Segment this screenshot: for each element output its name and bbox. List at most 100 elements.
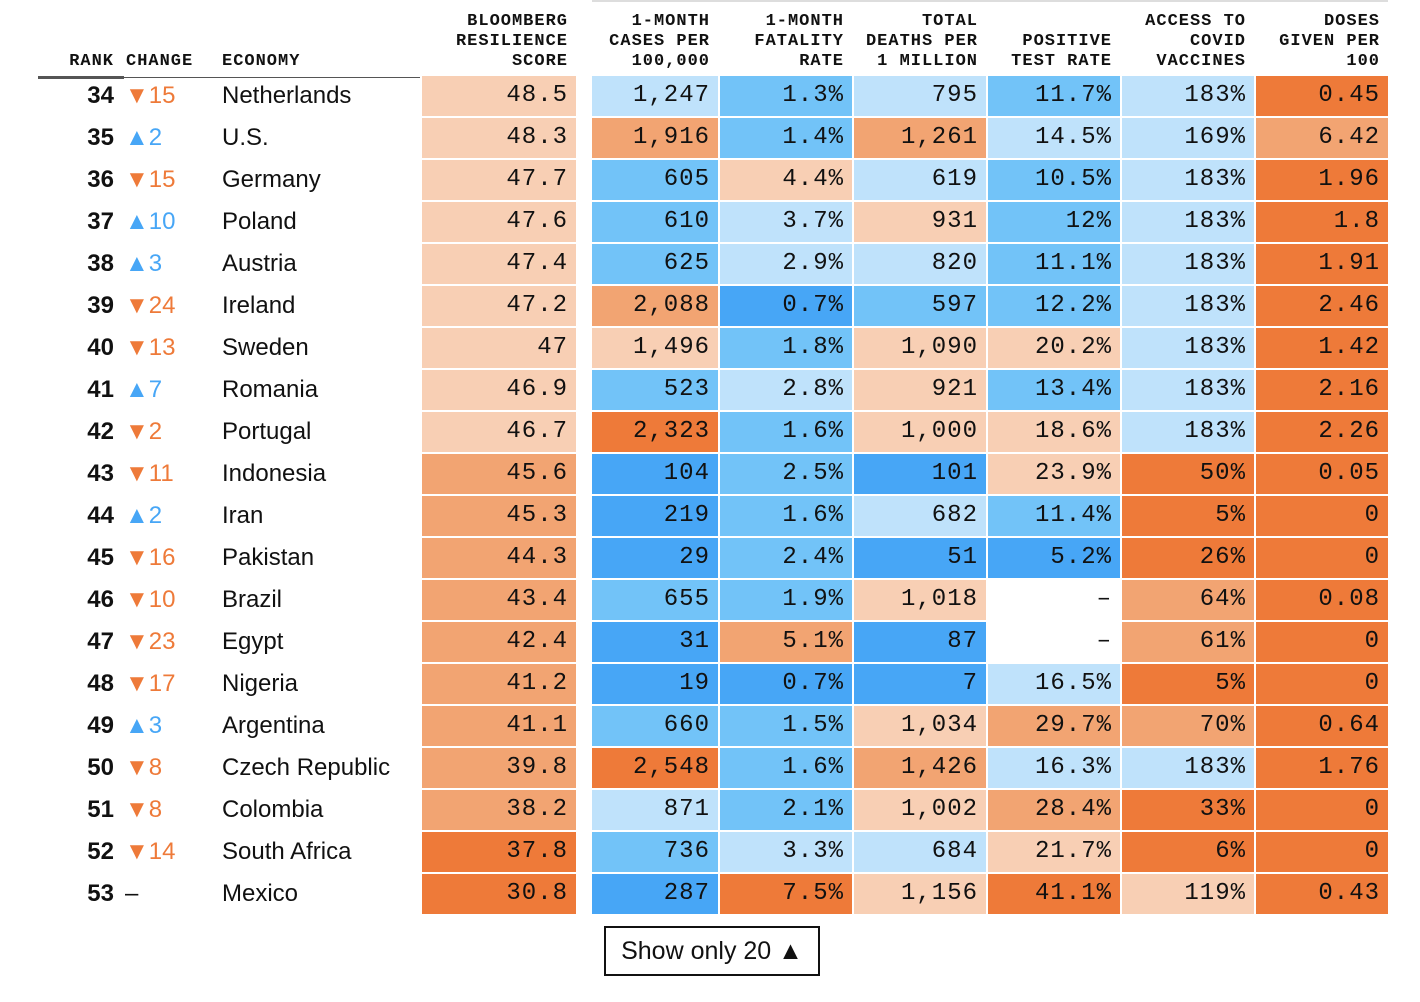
- cell: 0: [1256, 790, 1388, 830]
- cell: 0: [1256, 664, 1388, 704]
- cell: 18.6%: [988, 412, 1120, 452]
- header-fatality: 1-MONTH FATALITY RATE: [754, 12, 844, 71]
- cell: 6%: [1122, 832, 1254, 872]
- cell: 33%: [1122, 790, 1254, 830]
- change: –: [125, 880, 139, 907]
- cell: 12%: [988, 202, 1120, 242]
- cell: 0.7%: [720, 664, 852, 704]
- cell: 1.6%: [720, 412, 852, 452]
- header-change: CHANGE: [126, 52, 194, 71]
- cell: 5.2%: [988, 538, 1120, 578]
- cell: 1,002: [854, 790, 986, 830]
- cell: 47.6: [422, 202, 576, 242]
- cell: 0.43: [1256, 874, 1388, 914]
- cell: 931: [854, 202, 986, 242]
- cell: 0.7%: [720, 286, 852, 326]
- cell: 101: [854, 454, 986, 494]
- cell: 1.8: [1256, 202, 1388, 242]
- cell: 2.8%: [720, 370, 852, 410]
- change: ▼15: [125, 82, 176, 109]
- cell: 1,034: [854, 706, 986, 746]
- cell: 41.1%: [988, 874, 1120, 914]
- cell: 2.46: [1256, 286, 1388, 326]
- change: ▼17: [125, 670, 176, 697]
- cell: 30.8: [422, 874, 576, 914]
- cell: 1.8%: [720, 328, 852, 368]
- rank: 51: [87, 796, 114, 823]
- cell: 2.5%: [720, 454, 852, 494]
- cell: 610: [592, 202, 718, 242]
- change: ▼23: [125, 628, 176, 655]
- rank: 37: [87, 208, 114, 235]
- economy: Mexico: [222, 880, 299, 907]
- cell: 11.4%: [988, 496, 1120, 536]
- economy: Germany: [222, 166, 321, 193]
- cell: 28.4%: [988, 790, 1120, 830]
- header-doses: DOSES GIVEN PER 100: [1279, 12, 1380, 71]
- cell: 0.64: [1256, 706, 1388, 746]
- cell: 820: [854, 244, 986, 284]
- cell: 39.8: [422, 748, 576, 788]
- change: ▲2: [125, 502, 163, 529]
- cell: 7: [854, 664, 986, 704]
- change: ▼24: [125, 292, 176, 319]
- change: ▲2: [125, 124, 163, 151]
- cell: 169%: [1122, 118, 1254, 158]
- change: ▼8: [125, 796, 163, 823]
- cell: 2,548: [592, 748, 718, 788]
- cell: 1,261: [854, 118, 986, 158]
- cell: 183%: [1122, 160, 1254, 200]
- cell: 11.1%: [988, 244, 1120, 284]
- cell: 183%: [1122, 76, 1254, 116]
- cell: 38.2: [422, 790, 576, 830]
- cell: 0: [1256, 496, 1388, 536]
- rank: 38: [87, 250, 114, 277]
- cell: 660: [592, 706, 718, 746]
- cell: 41.2: [422, 664, 576, 704]
- change: ▲10: [125, 208, 176, 235]
- cell: 0.05: [1256, 454, 1388, 494]
- cell: 14.5%: [988, 118, 1120, 158]
- economy: Ireland: [222, 292, 296, 319]
- show-button[interactable]: Show only 20 ▲: [604, 926, 820, 976]
- economy: Argentina: [222, 712, 325, 739]
- cell: 655: [592, 580, 718, 620]
- cell: 5%: [1122, 664, 1254, 704]
- cell: 682: [854, 496, 986, 536]
- change: ▼15: [125, 166, 176, 193]
- cell: 183%: [1122, 202, 1254, 242]
- cell: 87: [854, 622, 986, 662]
- rank: 42: [87, 418, 114, 445]
- rank: 49: [87, 712, 114, 739]
- change: ▲3: [125, 712, 163, 739]
- cell: 44.3: [422, 538, 576, 578]
- header-access: ACCESS TO COVID VACCINES: [1145, 12, 1246, 71]
- cell: 183%: [1122, 748, 1254, 788]
- cell: 1,496: [592, 328, 718, 368]
- header-score: BLOOMBERG RESILIENCE SCORE: [455, 12, 568, 71]
- cell: 1,247: [592, 76, 718, 116]
- economy: Romania: [222, 376, 319, 403]
- rank: 39: [87, 292, 114, 319]
- cell: 1.3%: [720, 76, 852, 116]
- rank: 46: [87, 586, 114, 613]
- rank-underline: [38, 76, 124, 79]
- cell: 0.45: [1256, 76, 1388, 116]
- cell: 42.4: [422, 622, 576, 662]
- cell: 41.1: [422, 706, 576, 746]
- cell: 0: [1256, 832, 1388, 872]
- cell: 61%: [1122, 622, 1254, 662]
- cell: 219: [592, 496, 718, 536]
- cell: 183%: [1122, 370, 1254, 410]
- rank: 41: [87, 376, 114, 403]
- cell: 183%: [1122, 244, 1254, 284]
- cell: 736: [592, 832, 718, 872]
- cell: 287: [592, 874, 718, 914]
- cell: 684: [854, 832, 986, 872]
- cell: 12.2%: [988, 286, 1120, 326]
- cell: 29.7%: [988, 706, 1120, 746]
- change: ▲7: [125, 376, 163, 403]
- header-economy: ECONOMY: [222, 52, 301, 71]
- cell: 1.6%: [720, 496, 852, 536]
- economy: Iran: [222, 502, 264, 529]
